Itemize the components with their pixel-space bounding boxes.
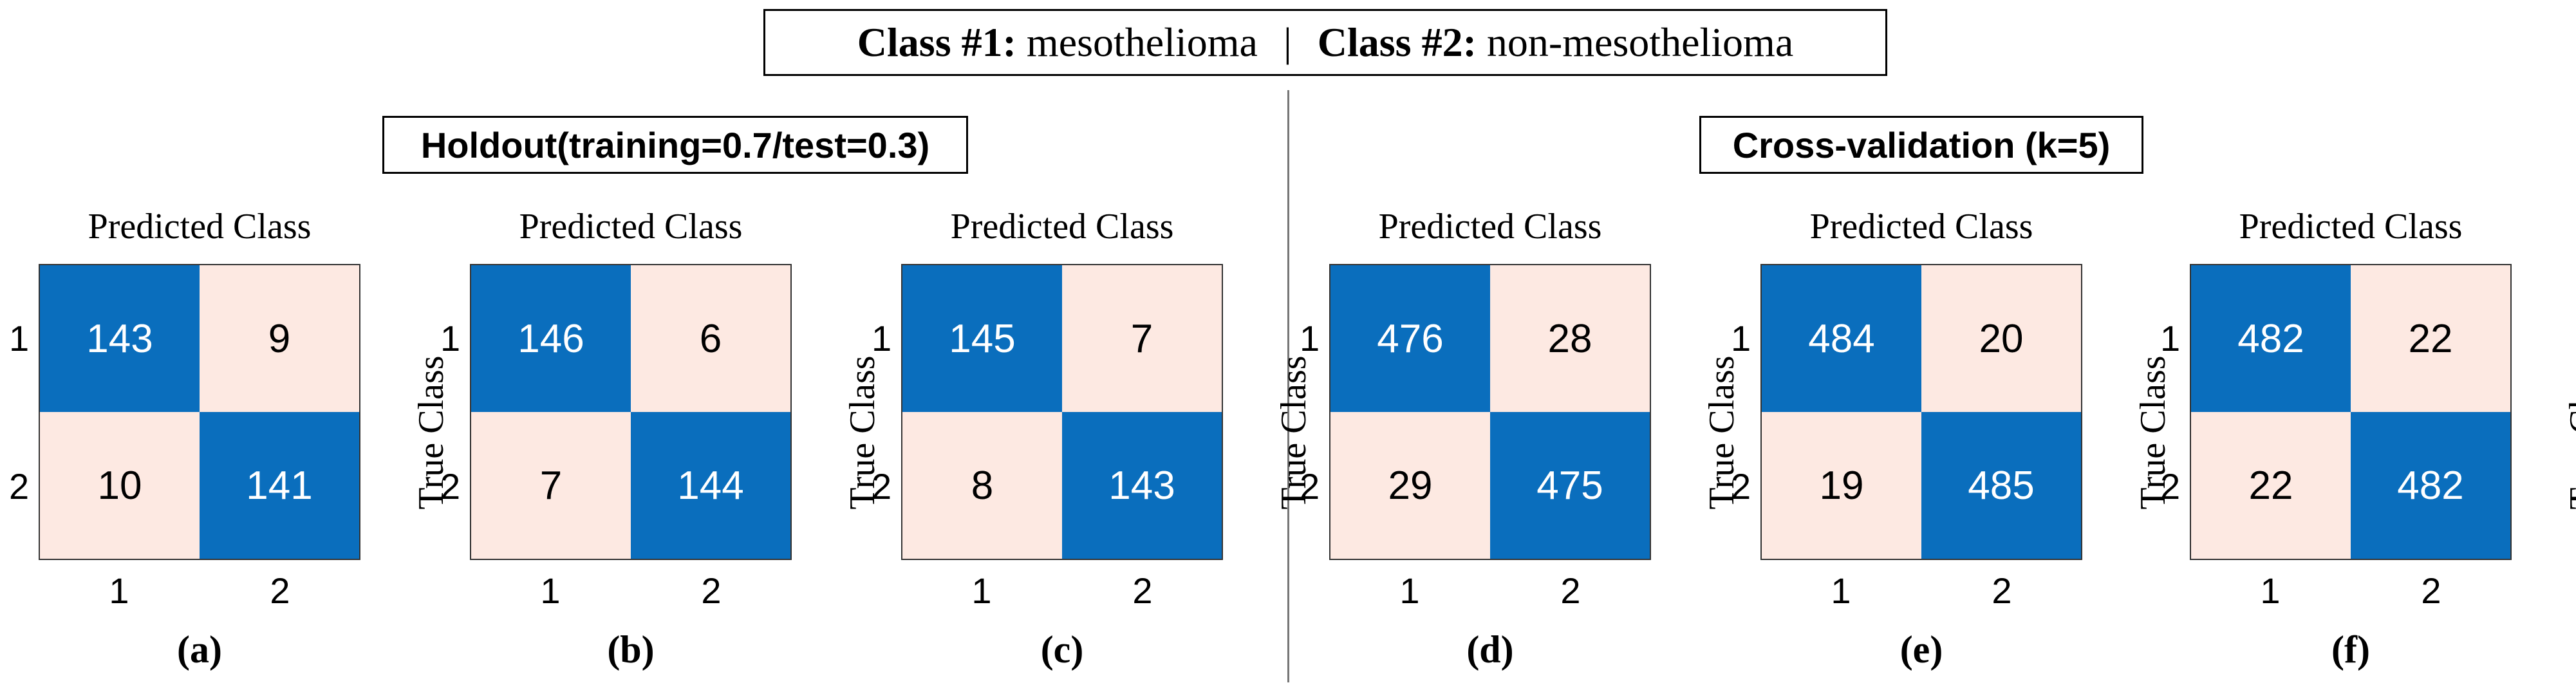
panel-caption: (e) [1899, 628, 1943, 671]
matrix-cell: 28 [1490, 265, 1650, 412]
matrix-grid: 146 6 7 144 [470, 264, 792, 560]
x-axis-title: Predicted Class [2239, 207, 2463, 247]
x-axis-title: Predicted Class [519, 207, 743, 247]
x-tick-label: 1 [540, 570, 561, 611]
legend-separator: | [1283, 19, 1292, 65]
y-tick-label: 2 [440, 466, 461, 507]
confusion-matrix-panel-e: Predicted Class 484 20 19 485 1 1 2 2 True Class(… [1731, 206, 2173, 682]
matrix-cell: 484 [1762, 265, 1921, 412]
matrix-cell: 141 [200, 412, 359, 559]
matrix-cell: 29 [1330, 412, 1490, 559]
matrix-cell: 146 [471, 265, 631, 412]
matrix-cell: 482 [2191, 265, 2351, 412]
confusion-matrix-panel-f: Predicted Class 482 22 22 482 1 1 2 2 True Class(… [2160, 206, 2576, 682]
matrix-cell: 476 [1330, 265, 1490, 412]
cross-validation-title: Cross-validation (k=5) [1699, 116, 2143, 174]
y-tick-label: 1 [1731, 318, 1751, 359]
matrix-cell: 10 [40, 412, 200, 559]
panel-caption: (c) [1040, 628, 1084, 671]
x-axis-title: Predicted Class [1809, 207, 2033, 247]
y-tick-label: 2 [1731, 466, 1751, 507]
x-axis-title: Predicted Class [88, 207, 312, 247]
y-tick-label: 1 [2160, 318, 2181, 359]
matrix-cell: 20 [1921, 265, 2081, 412]
matrix-grid: 484 20 19 485 [1760, 264, 2082, 560]
matrix-cell: 485 [1921, 412, 2081, 559]
y-tick-label: 1 [440, 318, 461, 359]
class-legend: Class #1: mesothelioma | Class #2: non-m… [763, 9, 1887, 76]
matrix-cell: 143 [1062, 412, 1222, 559]
x-tick-label: 2 [1560, 570, 1581, 611]
matrix-cell: 475 [1490, 412, 1650, 559]
x-tick-label: 1 [971, 570, 992, 611]
matrix-cell: 22 [2351, 265, 2510, 412]
class1-label: Class #1: [857, 19, 1016, 65]
x-tick-label: 1 [2260, 570, 2281, 611]
section-divider [1287, 90, 1289, 682]
matrix-cell: 7 [471, 412, 631, 559]
confusion-matrix-panel-a: Predicted Class 143 9 10 141 1 1 2 2 True Class (a… [9, 206, 451, 682]
x-axis-title: Predicted Class [950, 207, 1174, 247]
y-tick-label: 2 [9, 466, 30, 507]
panel-caption: (d) [1466, 628, 1514, 671]
matrix-cell: 145 [902, 265, 1062, 412]
class2-name: non-mesothelioma [1486, 19, 1794, 65]
x-tick-label: 1 [109, 570, 129, 611]
confusion-matrix-panel-c: Predicted Class 145 7 8 143 1 1 2 2 True Class (c) [872, 206, 1314, 682]
y-axis-title: True Class [2562, 355, 2576, 510]
confusion-matrix-panel-d: Predicted Class 476 28 29 475 1 1 2 2 True Class(… [1300, 206, 1742, 682]
x-axis-title: Predicted Class [1378, 207, 1602, 247]
matrix-cell: 6 [631, 265, 790, 412]
x-tick-label: 2 [701, 570, 722, 611]
matrix-cell: 22 [2191, 412, 2351, 559]
y-tick-label: 2 [1300, 466, 1320, 507]
x-tick-label: 2 [270, 570, 290, 611]
matrix-cell: 143 [40, 265, 200, 412]
matrix-grid: 476 28 29 475 [1329, 264, 1651, 560]
matrix-cell: 482 [2351, 412, 2510, 559]
panel-caption: (a) [177, 628, 222, 671]
y-tick-label: 2 [2160, 466, 2181, 507]
matrix-cell: 7 [1062, 265, 1222, 412]
class1-name: mesothelioma [1026, 19, 1258, 65]
y-tick-label: 1 [9, 318, 30, 359]
matrix-cell: 19 [1762, 412, 1921, 559]
matrix-cell: 8 [902, 412, 1062, 559]
x-tick-label: 2 [1132, 570, 1153, 611]
x-tick-label: 1 [1831, 570, 1851, 611]
confusion-matrix-panel-b: Predicted Class 146 6 7 144 1 1 2 2 True Class (b) [440, 206, 882, 682]
y-tick-label: 2 [872, 466, 892, 507]
matrix-grid: 482 22 22 482 [2190, 264, 2512, 560]
x-tick-label: 2 [2421, 570, 2441, 611]
matrix-grid: 145 7 8 143 [901, 264, 1223, 560]
class2-label: Class #2: [1317, 19, 1477, 65]
x-tick-label: 1 [1399, 570, 1420, 611]
y-tick-label: 1 [1300, 318, 1320, 359]
panel-caption: (f) [2331, 628, 2370, 671]
x-tick-label: 2 [1992, 570, 2012, 611]
matrix-cell: 144 [631, 412, 790, 559]
panel-caption: (b) [607, 628, 655, 671]
matrix-cell: 9 [200, 265, 359, 412]
holdout-title: Holdout(training=0.7/test=0.3) [382, 116, 968, 174]
y-tick-label: 1 [872, 318, 892, 359]
matrix-grid: 143 9 10 141 [39, 264, 360, 560]
